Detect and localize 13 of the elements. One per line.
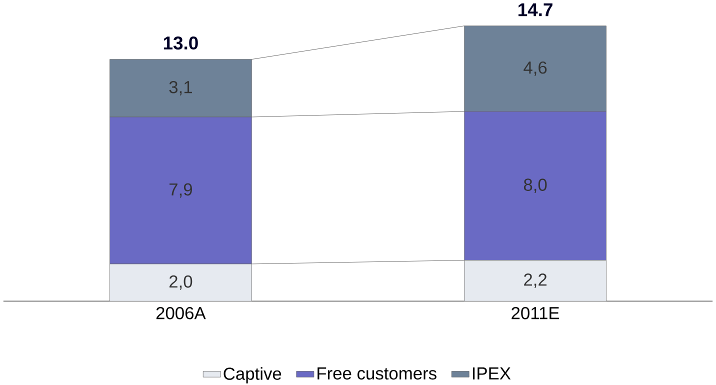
data-label: 3,1 [169,80,192,96]
data-label: 2,0 [170,275,192,290]
legend-label: Captive [224,366,282,384]
data-label: 2,2 [524,273,547,288]
legend-label: Free customers [318,367,436,380]
total-label: 14.7 [518,3,552,16]
x-tick-label: 2011E [512,306,560,320]
data-label: 8,0 [524,178,547,193]
legend-label: IPEX [472,367,511,380]
data-label: 7,9 [170,183,192,198]
x-tick-label: 2006A [156,306,206,320]
data-label: 4,6 [524,61,547,76]
total-label: 13.0 [164,36,198,50]
